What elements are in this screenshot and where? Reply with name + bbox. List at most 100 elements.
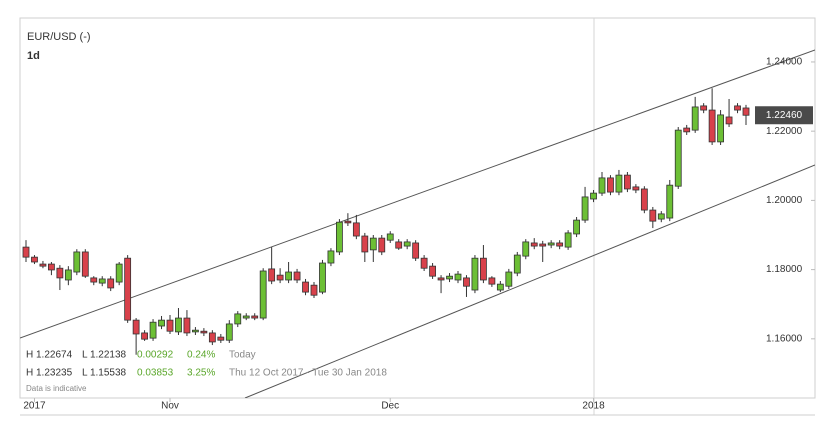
candle-body [657, 213, 665, 220]
info-cell: 0.00292 [137, 350, 174, 361]
candle-body [395, 241, 403, 249]
info-cell: Today [229, 350, 256, 361]
candle-body [590, 192, 597, 200]
candle-body [141, 332, 148, 340]
candle-body [48, 263, 55, 271]
candle-body [22, 246, 30, 258]
candle-body [285, 271, 292, 281]
candle-body [90, 277, 98, 283]
candle-body [242, 315, 250, 319]
candle-body [403, 241, 411, 247]
candle-body [208, 332, 216, 343]
candle-body [225, 323, 233, 341]
candle-body [98, 278, 106, 284]
candle-body [310, 284, 318, 296]
candle-body [39, 263, 47, 267]
candle-body [632, 186, 640, 191]
candle-body [420, 257, 428, 269]
candle-body [725, 116, 733, 125]
candle-body [412, 242, 420, 259]
candle-body [437, 277, 445, 281]
candle-body [378, 237, 386, 253]
candle-body [361, 235, 369, 253]
candle-body [717, 114, 724, 143]
channel [20, 49, 815, 398]
candle-body [480, 257, 487, 281]
candle-body [674, 129, 682, 187]
candle-body [158, 319, 165, 327]
x-tick-label: Dec [381, 401, 399, 412]
candle-body [293, 271, 301, 281]
candle-body [556, 242, 564, 247]
candle-body [607, 177, 614, 193]
candle-body [454, 273, 462, 281]
candle-body [573, 219, 580, 235]
candle-body [251, 315, 259, 319]
candle-body [352, 222, 360, 237]
info-cell: L 1.15538 [82, 368, 127, 379]
candle-body [505, 271, 513, 287]
candle-body [700, 105, 708, 111]
candle-body [192, 329, 199, 333]
candle-body [463, 277, 470, 287]
candle-body [276, 274, 284, 281]
candle-body [742, 107, 750, 116]
info-cell: 0.24% [187, 350, 215, 361]
candle-body [539, 243, 547, 247]
candle-body [598, 177, 606, 194]
candle-body [336, 221, 343, 253]
candle-body [471, 257, 479, 291]
candle-body [81, 251, 89, 277]
candle-body [547, 242, 555, 246]
candle-body [124, 257, 132, 321]
info-cell: L 1.22138 [82, 350, 127, 361]
candles [22, 88, 750, 355]
info-cell: H 1.23235 [26, 368, 73, 379]
candle-body [200, 330, 208, 334]
info-cell: 3.25% [187, 368, 215, 379]
candle-body [56, 267, 64, 279]
candle-body [268, 268, 276, 282]
trend-line-upper [20, 49, 815, 339]
candle-body [640, 188, 648, 211]
candle-body [581, 196, 589, 221]
y-tick-label: 1.16000 [766, 333, 803, 344]
candle-body [666, 184, 674, 219]
price-tag [755, 106, 813, 125]
candle-body [708, 109, 716, 143]
candle-body [691, 106, 699, 131]
candle-body [259, 270, 267, 319]
disclaimer: Data is indicative [26, 384, 87, 393]
y-tick-label: 1.24000 [766, 57, 803, 68]
x-tick-label: 2018 [582, 401, 605, 412]
candle-body [369, 237, 377, 251]
candle-body [31, 256, 38, 263]
candle-body [624, 174, 631, 190]
candle-body [496, 283, 504, 291]
candle-body [132, 319, 140, 335]
candle-body [107, 278, 115, 289]
candle-body [217, 336, 225, 341]
x-tick-label: Nov [161, 401, 179, 412]
candle-body [64, 269, 72, 281]
candle-body [513, 254, 521, 274]
candle-body [615, 174, 623, 193]
price-tag-label: 1.22460 [766, 110, 803, 121]
candle-body [183, 317, 191, 334]
candle-body [683, 127, 691, 133]
candle-body [302, 281, 309, 293]
plot-area [19, 17, 816, 399]
candle-body [73, 251, 81, 273]
candle-body [734, 105, 741, 111]
chart-title: EUR/USD (-) [27, 31, 91, 43]
y-tick-label: 1.22000 [766, 126, 803, 137]
candle-body [488, 277, 496, 285]
trend-line-lower [244, 164, 815, 398]
candle-body [649, 209, 657, 222]
info-cell: 0.03853 [137, 368, 174, 379]
candle-body [175, 317, 182, 333]
candle-body [327, 250, 335, 264]
info-cell: H 1.22674 [26, 350, 73, 361]
candle-body [149, 321, 157, 339]
